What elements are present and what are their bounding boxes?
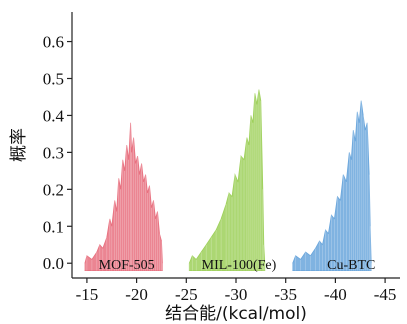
series-area-0 <box>84 122 163 272</box>
x-tick-label: -25 <box>175 285 198 304</box>
y-tick-label: 0.6 <box>43 33 64 52</box>
series-label: MIL-100(Fe) <box>202 258 277 273</box>
x-tick-label: -30 <box>225 285 248 304</box>
series-label: Cu-BTC <box>327 258 375 273</box>
y-tick-label: 0.2 <box>43 180 64 199</box>
series-area-2 <box>292 100 372 272</box>
y-tick-label: 0.5 <box>43 70 64 89</box>
series-label: MOF-505 <box>99 258 155 273</box>
y-tick-label: 0.4 <box>43 106 65 125</box>
y-tick-label: 0.0 <box>43 254 64 273</box>
x-tick-label: -20 <box>125 285 148 304</box>
x-tick-label: -40 <box>324 285 347 304</box>
y-tick-label: 0.3 <box>43 143 64 162</box>
series-texture-2 <box>292 100 372 271</box>
x-tick-label: -35 <box>274 285 297 304</box>
plot-areas <box>84 89 372 272</box>
y-tick-label: 0.1 <box>43 217 64 236</box>
x-axis-title: 结合能/(kcal/mol) <box>165 304 307 324</box>
x-tick-label: -45 <box>374 285 397 304</box>
series-labels: MOF-505 MIL-100(Fe) Cu-BTC <box>99 258 376 273</box>
x-tick-label: -15 <box>76 285 99 304</box>
y-axis-title: 概率 <box>9 128 29 162</box>
series-texture-1 <box>189 89 266 271</box>
x-ticks: -15 -20 -25 -30 -35 -40 -45 <box>76 278 397 304</box>
y-ticks: 0.0 0.1 0.2 0.3 0.4 0.5 0.6 <box>43 33 72 273</box>
series-texture-0 <box>84 122 163 271</box>
series-area-1 <box>188 89 266 272</box>
